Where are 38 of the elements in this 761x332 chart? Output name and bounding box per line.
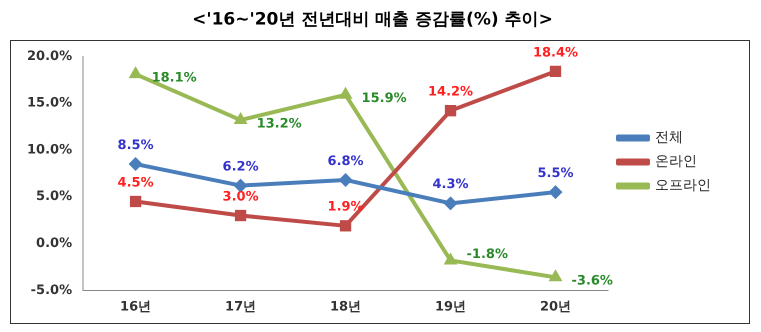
point xyxy=(338,172,353,187)
y-tick-label: 5.0% xyxy=(36,189,72,204)
point xyxy=(130,196,142,208)
point xyxy=(444,105,456,116)
point xyxy=(340,220,352,232)
legend-label: 오프라인 xyxy=(655,178,711,194)
x-tick-label: 16년 xyxy=(120,300,152,315)
legend-label: 온라인 xyxy=(655,154,697,170)
data-label: 15.9% xyxy=(362,91,407,106)
y-tick-label: 0.0% xyxy=(36,236,72,251)
point xyxy=(550,66,562,78)
y-tick-label: -5.0% xyxy=(30,282,72,298)
data-label: 3.0% xyxy=(222,189,259,204)
data-label: 14.2% xyxy=(428,84,474,100)
data-label: 6.2% xyxy=(222,159,259,174)
x-tick-label: 19년 xyxy=(434,300,466,315)
x-tick-label: 17년 xyxy=(225,300,256,315)
data-label: 4.3% xyxy=(432,177,469,192)
point xyxy=(548,185,563,200)
data-label: 18.1% xyxy=(152,70,197,86)
data-label: 13.2% xyxy=(256,116,302,132)
point xyxy=(444,196,458,210)
y-tick-label: 20.0% xyxy=(26,48,72,64)
data-label: 18.4% xyxy=(532,45,578,60)
y-tick-label: 10.0% xyxy=(26,142,72,158)
data-label: -1.8% xyxy=(466,246,508,262)
y-tick-label: 15.0% xyxy=(26,96,72,111)
x-tick-label: 20년 xyxy=(540,300,572,315)
data-label: 5.5% xyxy=(537,166,574,181)
data-label: -3.6% xyxy=(572,274,613,289)
data-label: 8.5% xyxy=(118,138,154,153)
data-label: 4.5% xyxy=(118,175,154,190)
data-label: 6.8% xyxy=(328,154,364,169)
chart-title: <'16~'20년 전년대비 매출 증감률(%) 추이> xyxy=(192,10,553,30)
legend-label: 전체 xyxy=(655,130,683,146)
x-tick-label: 18년 xyxy=(330,300,362,315)
point xyxy=(234,210,246,222)
point xyxy=(128,157,143,172)
